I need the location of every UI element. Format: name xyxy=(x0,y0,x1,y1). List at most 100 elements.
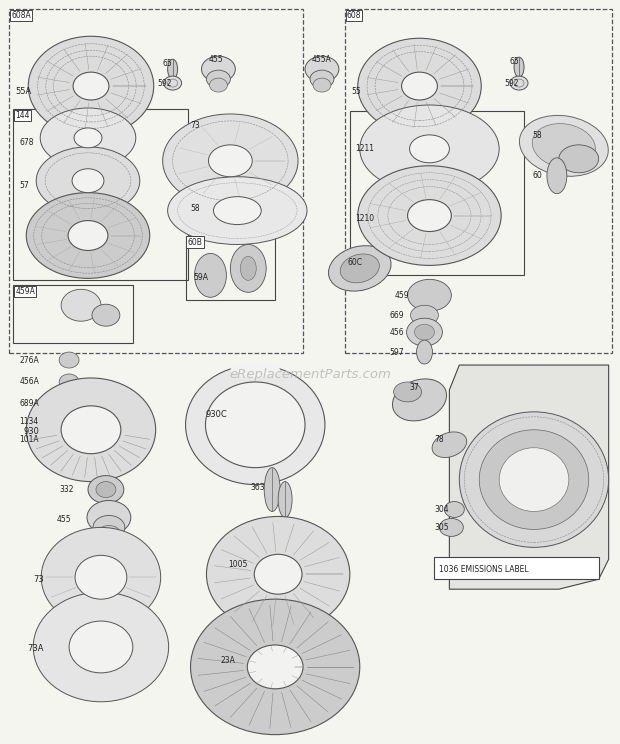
Ellipse shape xyxy=(75,555,127,599)
Ellipse shape xyxy=(41,527,161,627)
Ellipse shape xyxy=(36,147,140,214)
Ellipse shape xyxy=(415,324,435,340)
Ellipse shape xyxy=(520,115,608,176)
Text: 1134: 1134 xyxy=(19,417,38,426)
Text: eReplacementParts.com: eReplacementParts.com xyxy=(229,368,391,382)
Ellipse shape xyxy=(358,166,501,266)
Ellipse shape xyxy=(313,78,331,92)
Ellipse shape xyxy=(26,378,156,481)
Text: 678: 678 xyxy=(19,138,34,147)
Ellipse shape xyxy=(208,145,252,177)
Text: 101A: 101A xyxy=(19,435,39,444)
Text: 304: 304 xyxy=(435,505,449,514)
Ellipse shape xyxy=(185,365,325,484)
Ellipse shape xyxy=(278,481,292,518)
Ellipse shape xyxy=(59,396,79,412)
Bar xyxy=(435,557,599,580)
Text: 73: 73 xyxy=(33,574,44,584)
Ellipse shape xyxy=(358,38,481,134)
Text: 57: 57 xyxy=(19,182,29,190)
Ellipse shape xyxy=(241,257,256,280)
Ellipse shape xyxy=(205,382,305,468)
Text: 1211: 1211 xyxy=(355,144,374,153)
Ellipse shape xyxy=(202,57,236,82)
Text: 669: 669 xyxy=(389,311,404,320)
Ellipse shape xyxy=(164,76,182,90)
Text: 1005: 1005 xyxy=(228,559,248,568)
Ellipse shape xyxy=(532,124,595,168)
Text: 608: 608 xyxy=(347,11,361,20)
Ellipse shape xyxy=(68,220,108,251)
Text: 144: 144 xyxy=(16,111,30,120)
Ellipse shape xyxy=(87,501,131,534)
Ellipse shape xyxy=(254,554,302,594)
Ellipse shape xyxy=(402,72,438,100)
Ellipse shape xyxy=(61,406,121,454)
Ellipse shape xyxy=(417,340,432,364)
Text: 23A: 23A xyxy=(220,656,235,665)
Bar xyxy=(9,10,303,353)
Text: 58: 58 xyxy=(532,132,542,141)
Ellipse shape xyxy=(92,304,120,326)
Ellipse shape xyxy=(210,78,228,92)
Ellipse shape xyxy=(195,254,226,298)
Ellipse shape xyxy=(407,199,451,231)
Ellipse shape xyxy=(59,432,79,448)
Text: 60: 60 xyxy=(532,171,542,180)
Ellipse shape xyxy=(459,412,609,548)
Ellipse shape xyxy=(247,645,303,689)
Text: 455: 455 xyxy=(56,515,71,524)
Ellipse shape xyxy=(547,158,567,193)
Text: 60B: 60B xyxy=(188,237,202,246)
Ellipse shape xyxy=(360,105,499,193)
Text: 608A: 608A xyxy=(11,11,31,20)
Text: 59A: 59A xyxy=(193,273,208,282)
Ellipse shape xyxy=(167,177,307,245)
Text: 363: 363 xyxy=(250,483,265,492)
Text: 455: 455 xyxy=(208,54,223,64)
Text: 597: 597 xyxy=(389,347,404,356)
Ellipse shape xyxy=(392,379,446,421)
Bar xyxy=(345,10,612,353)
Ellipse shape xyxy=(445,501,464,518)
Ellipse shape xyxy=(73,72,109,100)
Text: 332: 332 xyxy=(59,485,74,494)
Ellipse shape xyxy=(329,246,391,291)
Ellipse shape xyxy=(510,76,528,90)
Ellipse shape xyxy=(59,374,79,390)
Ellipse shape xyxy=(213,196,261,225)
Ellipse shape xyxy=(410,305,438,325)
Ellipse shape xyxy=(26,193,149,278)
Text: 1036 EMISSIONS LABEL: 1036 EMISSIONS LABEL xyxy=(440,565,529,574)
Text: 930: 930 xyxy=(24,427,39,436)
Ellipse shape xyxy=(59,414,79,430)
Ellipse shape xyxy=(231,245,266,292)
Text: 592: 592 xyxy=(157,79,172,88)
Ellipse shape xyxy=(33,592,169,702)
Text: 55: 55 xyxy=(352,86,361,95)
Text: 73: 73 xyxy=(190,121,200,130)
Text: 459A: 459A xyxy=(16,287,35,296)
Ellipse shape xyxy=(69,621,133,673)
Text: 73A: 73A xyxy=(27,644,44,653)
Ellipse shape xyxy=(206,516,350,632)
Ellipse shape xyxy=(305,57,339,82)
Text: 592: 592 xyxy=(504,79,518,88)
Ellipse shape xyxy=(479,430,589,530)
Ellipse shape xyxy=(206,70,231,88)
Ellipse shape xyxy=(93,516,125,539)
Ellipse shape xyxy=(394,382,422,402)
Text: 55A: 55A xyxy=(16,86,32,95)
Ellipse shape xyxy=(59,352,79,368)
Text: 456: 456 xyxy=(389,327,404,336)
Text: 65: 65 xyxy=(162,59,172,68)
Ellipse shape xyxy=(40,108,136,167)
Ellipse shape xyxy=(88,475,124,504)
Ellipse shape xyxy=(440,519,463,536)
Text: 276A: 276A xyxy=(19,356,39,365)
Text: 65: 65 xyxy=(509,57,519,65)
Ellipse shape xyxy=(410,135,449,163)
Text: 78: 78 xyxy=(435,435,444,444)
Ellipse shape xyxy=(190,599,360,734)
Ellipse shape xyxy=(61,289,101,321)
